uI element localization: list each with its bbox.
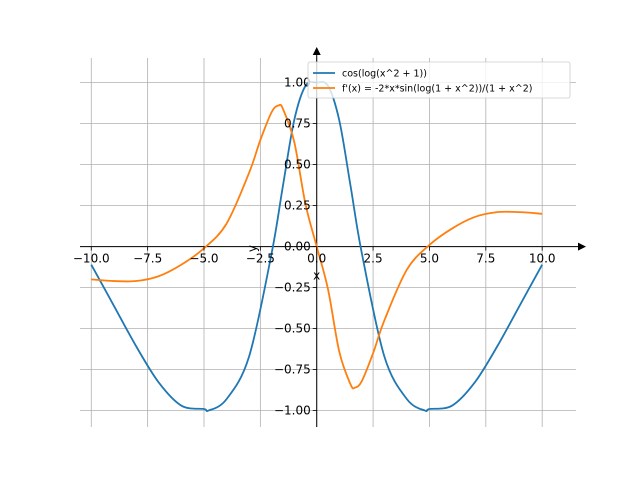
y-tick-label: −0.25 bbox=[274, 281, 311, 295]
y-axis-label: y bbox=[246, 245, 260, 252]
grid bbox=[80, 58, 576, 427]
x-tick-label: −10.0 bbox=[73, 252, 110, 266]
x-tick-label: 10.0 bbox=[529, 252, 556, 266]
y-tick-label: 0.75 bbox=[284, 117, 311, 131]
ticks: −10.0 −7.5 −5.0 −2.5 0.0 2.5 5.0 7.5 10.0 −1.00 −0… bbox=[73, 76, 556, 418]
x-axis-label: x bbox=[313, 269, 320, 283]
x-tick-label: 2.5 bbox=[364, 252, 383, 266]
y-tick-label: −0.75 bbox=[274, 363, 311, 377]
y-tick-label: 0.00 bbox=[284, 240, 311, 254]
y-axis-arrow bbox=[312, 47, 321, 55]
y-tick-label: 1.00 bbox=[284, 76, 311, 90]
y-tick-label: −0.50 bbox=[274, 322, 311, 336]
legend-label-1: f'(x) = -2*x*sin(log(1 + x^2))/(1 + x^2) bbox=[342, 84, 532, 95]
x-tick-label: −7.5 bbox=[133, 252, 162, 266]
legend-label-0: cos(log(x^2 + 1)) bbox=[342, 69, 427, 80]
x-tick-label: 5.0 bbox=[420, 252, 439, 266]
y-tick-label: 0.50 bbox=[284, 158, 311, 172]
x-tick-label: −2.5 bbox=[246, 252, 275, 266]
axes bbox=[80, 47, 586, 427]
legend-box bbox=[307, 61, 571, 99]
y-tick-label: −1.00 bbox=[274, 404, 311, 418]
x-tick-label: −5.0 bbox=[189, 252, 218, 266]
x-axis-arrow bbox=[578, 242, 586, 251]
y-tick-label: 0.25 bbox=[284, 199, 311, 213]
x-tick-label: 0.0 bbox=[307, 252, 326, 266]
legend: cos(log(x^2 + 1)) f'(x) = -2*x*sin(log(1 … bbox=[307, 61, 571, 99]
x-tick-label: 7.5 bbox=[476, 252, 495, 266]
